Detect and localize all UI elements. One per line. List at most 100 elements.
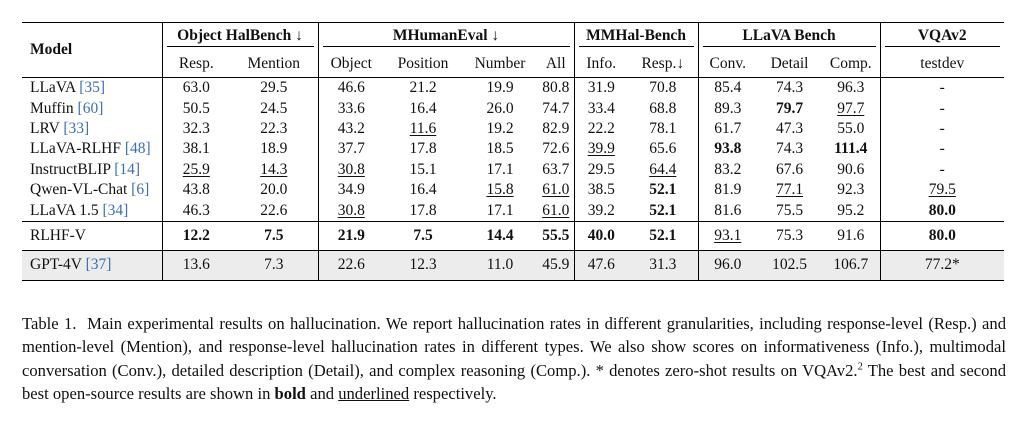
value-cell: 22.6 xyxy=(318,250,384,281)
value-cell: 12.2 xyxy=(182,226,210,244)
value-cell: 61.0 xyxy=(538,200,575,222)
value-cell: 74.3 xyxy=(775,79,804,97)
model-name-cell: GPT-4V [37] xyxy=(22,250,163,281)
value-cell: 38.1 xyxy=(182,140,210,158)
model-header: Model xyxy=(22,22,163,78)
table-row: InstructBLIP [14] 25.9 14.3 30.8 15.1 17.1 63.… xyxy=(22,159,1004,180)
value-cell: 25.9 xyxy=(182,160,210,178)
value-cell: 74.3 xyxy=(775,140,804,158)
value-cell: 21.9 xyxy=(337,226,365,244)
value-cell: 17.8 xyxy=(409,140,437,158)
subheader-cell: All xyxy=(538,50,575,78)
citation-link[interactable]: 33 xyxy=(68,119,85,137)
value-cell: 46.6 xyxy=(337,79,365,97)
value-cell: 17.1 xyxy=(486,160,514,178)
model-name-cell: LRV [33] xyxy=(22,118,163,140)
value-cell: 52.1 xyxy=(628,200,699,222)
value-cell: 74.7 xyxy=(538,98,575,119)
value-cell: 17.8 xyxy=(409,201,437,219)
value-cell: 11.6 xyxy=(409,119,437,137)
table-row: LLaVA 1.5 [34] 46.3 22.6 30.8 17.8 17.1 61.0 39… xyxy=(22,200,1004,222)
value-cell: - xyxy=(939,99,945,117)
value-cell: 93.8 xyxy=(714,140,742,158)
table-row: LRV [33] 32.3 22.3 43.2 11.6 19.2 82.9 22.2 78.1… xyxy=(22,118,1004,140)
caption-label: Table 1. xyxy=(22,314,77,333)
value-cell: 7.5 xyxy=(413,226,433,244)
value-cell: 77.1 xyxy=(775,181,804,199)
value-cell: 78.1 xyxy=(628,118,699,140)
value-cell: 97.7 xyxy=(822,98,881,119)
value-cell: 79.7 xyxy=(775,99,804,117)
caption-bold-word: bold xyxy=(274,384,306,404)
value-cell: 80.8 xyxy=(538,77,575,99)
subheader-cell: Number xyxy=(474,54,526,72)
table-caption: Table 1. Main experimental results on ha… xyxy=(22,312,1006,406)
value-cell: 22.3 xyxy=(230,118,319,140)
citation-link[interactable]: 37 xyxy=(90,256,107,274)
value-cell: 63.0 xyxy=(182,79,210,97)
value-cell: 102.5 xyxy=(757,250,822,281)
value-cell: 83.2 xyxy=(714,160,742,178)
value-cell: 85.4 xyxy=(714,79,742,97)
value-cell: 34.9 xyxy=(337,181,365,199)
subheader-cell: Comp. xyxy=(822,50,881,78)
value-cell: 33.4 xyxy=(587,99,615,117)
value-cell: 38.5 xyxy=(587,181,615,199)
group-vqav2: VQAv2 xyxy=(880,23,1004,51)
value-cell: 82.9 xyxy=(538,118,575,140)
value-cell: 47.3 xyxy=(775,119,804,137)
model-name-cell: LLaVA 1.5 [34] xyxy=(22,200,163,222)
table-row: RLHF-V 12.2 7.5 21.9 7.5 14.4 55.5 40.0 52.1 93.1… xyxy=(22,221,1004,251)
value-cell: 70.8 xyxy=(628,77,699,99)
value-cell: 13.6 xyxy=(162,250,230,281)
value-cell: 72.6 xyxy=(538,139,575,160)
value-cell: 63.7 xyxy=(538,159,575,180)
value-cell: 95.2 xyxy=(822,200,881,222)
value-cell: 79.5 xyxy=(928,181,956,199)
model-name-cell: Qwen-VL-Chat [6] xyxy=(22,179,163,201)
footnote-mark: 2 xyxy=(857,361,863,373)
value-cell: 106.7 xyxy=(822,250,881,281)
citation-link[interactable]: 48 xyxy=(130,140,146,158)
model-name-cell: Muffin [60] xyxy=(22,98,163,119)
value-cell: 89.3 xyxy=(714,99,742,117)
value-cell: 55.0 xyxy=(822,118,881,140)
citation-link[interactable]: 60 xyxy=(82,99,99,117)
citation-link[interactable]: 34 xyxy=(107,201,124,219)
value-cell: 32.3 xyxy=(182,119,210,137)
value-cell: - xyxy=(939,79,945,97)
value-cell: 80.0 xyxy=(928,201,956,219)
value-cell: 31.3 xyxy=(628,250,699,281)
value-cell: 111.4 xyxy=(822,139,881,160)
value-cell: 12.3 xyxy=(384,250,462,281)
value-cell: 92.3 xyxy=(822,179,881,201)
value-cell: 39.2 xyxy=(587,201,615,219)
subheader-cell: Info. xyxy=(586,54,617,72)
value-cell: - xyxy=(939,140,945,158)
value-cell: 45.9 xyxy=(538,250,575,281)
value-cell: 19.2 xyxy=(486,119,514,137)
caption-text-3: respectively. xyxy=(413,384,497,404)
subheader-cell: Resp. xyxy=(178,54,214,72)
citation-link[interactable]: 14 xyxy=(119,160,135,178)
value-cell: 90.6 xyxy=(822,159,881,180)
value-cell: 15.1 xyxy=(409,160,437,178)
citation-link[interactable]: 6 xyxy=(136,181,145,199)
results-table: Model Object HalBench ↓ MHumanEval ↓ MMH… xyxy=(22,22,1004,281)
value-cell: 37.7 xyxy=(337,140,365,158)
value-cell: 15.8 xyxy=(486,181,514,199)
value-cell: 91.6 xyxy=(822,221,881,251)
citation-link[interactable]: 35 xyxy=(84,79,100,97)
group-llava-bench: LLaVA Bench xyxy=(698,22,881,50)
value-cell: 61.7 xyxy=(714,119,742,137)
value-cell: 7.5 xyxy=(230,221,319,251)
subheader-cell: Detail xyxy=(770,54,809,72)
value-cell: 46.3 xyxy=(182,201,210,219)
value-cell: 43.2 xyxy=(337,119,365,137)
subheader-cell: Position xyxy=(397,54,449,72)
caption-text-2: The best and second best open-source res… xyxy=(22,360,1007,404)
value-cell: 16.4 xyxy=(409,99,437,117)
value-cell: 75.5 xyxy=(775,201,804,219)
value-cell: 18.5 xyxy=(486,140,514,158)
subheader-cell: Conv. xyxy=(709,54,746,72)
